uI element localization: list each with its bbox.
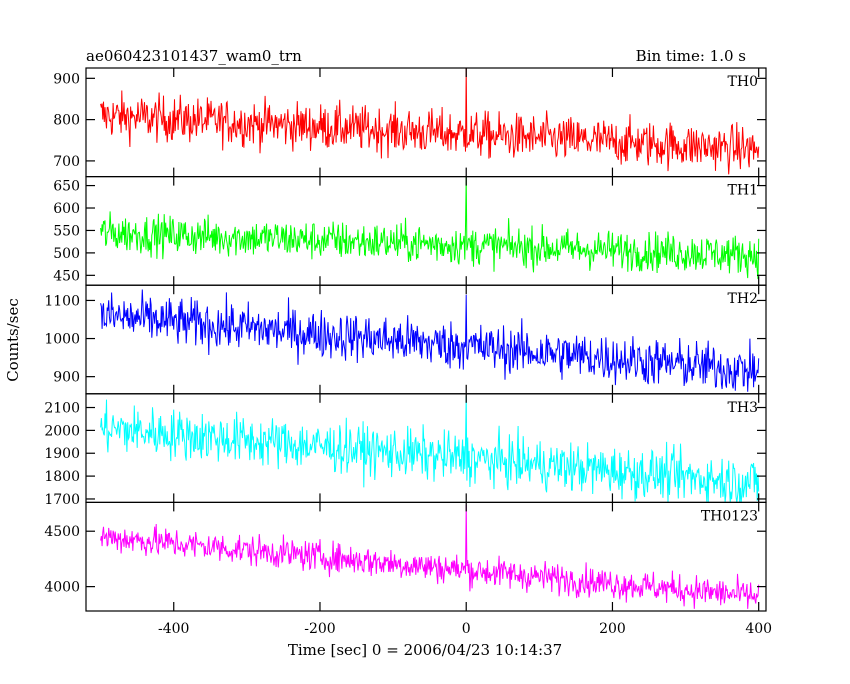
series-line-th3 bbox=[100, 396, 760, 503]
x-tick-label: 400 bbox=[745, 621, 772, 637]
y-tick-label: 450 bbox=[53, 268, 80, 284]
series-line-th2 bbox=[100, 289, 760, 392]
y-tick-label: 700 bbox=[53, 154, 80, 170]
y-tick-label: 1000 bbox=[44, 332, 80, 348]
panel-frame-th0123 bbox=[85, 501, 767, 612]
x-tick-label: -400 bbox=[158, 621, 189, 637]
y-tick-label: 500 bbox=[53, 246, 80, 262]
y-axis-label: Counts/sec bbox=[4, 298, 22, 382]
panel-label-th1: TH1 bbox=[728, 183, 758, 199]
y-tick-label: 900 bbox=[53, 370, 80, 386]
series-line-th0 bbox=[100, 67, 760, 175]
y-tick-label: 600 bbox=[53, 201, 80, 217]
x-tick-label: 200 bbox=[599, 621, 626, 637]
y-tick-label: 2000 bbox=[44, 423, 80, 439]
series-line-th1 bbox=[100, 176, 760, 280]
x-axis-label: Time [sec] 0 = 2006/04/23 10:14:37 bbox=[288, 641, 562, 659]
panel-label-th0: TH0 bbox=[728, 74, 758, 90]
panel-frame-th0 bbox=[85, 67, 767, 178]
panel-label-th2: TH2 bbox=[728, 291, 758, 307]
y-tick-label: 1800 bbox=[44, 469, 80, 485]
x-tick-label: 0 bbox=[462, 621, 471, 637]
y-tick-label: 800 bbox=[53, 113, 80, 129]
y-tick-label: 1100 bbox=[44, 293, 80, 309]
panel-label-th0123: TH0123 bbox=[701, 508, 758, 524]
panels-group: 700 800 900 TH0 450 500 550 600 650 TH1 900 1000 110… bbox=[44, 67, 772, 637]
panel-label-th3: TH3 bbox=[728, 400, 758, 416]
series-line-th0123 bbox=[100, 504, 760, 609]
bin-time-label: Bin time: 1.0 s bbox=[636, 47, 746, 65]
chart-title: ae060423101437_wam0_trn bbox=[86, 47, 302, 65]
y-tick-label: 4500 bbox=[44, 524, 80, 540]
y-tick-label: 650 bbox=[53, 179, 80, 195]
x-tick-label: -200 bbox=[304, 621, 335, 637]
y-tick-label: 550 bbox=[53, 223, 80, 239]
y-tick-label: 900 bbox=[53, 71, 80, 87]
y-tick-label: 1700 bbox=[44, 492, 80, 508]
y-tick-label: 2100 bbox=[44, 401, 80, 417]
y-tick-label: 4000 bbox=[44, 580, 80, 596]
y-tick-label: 1900 bbox=[44, 446, 80, 462]
panel-frame-th1 bbox=[85, 176, 767, 286]
